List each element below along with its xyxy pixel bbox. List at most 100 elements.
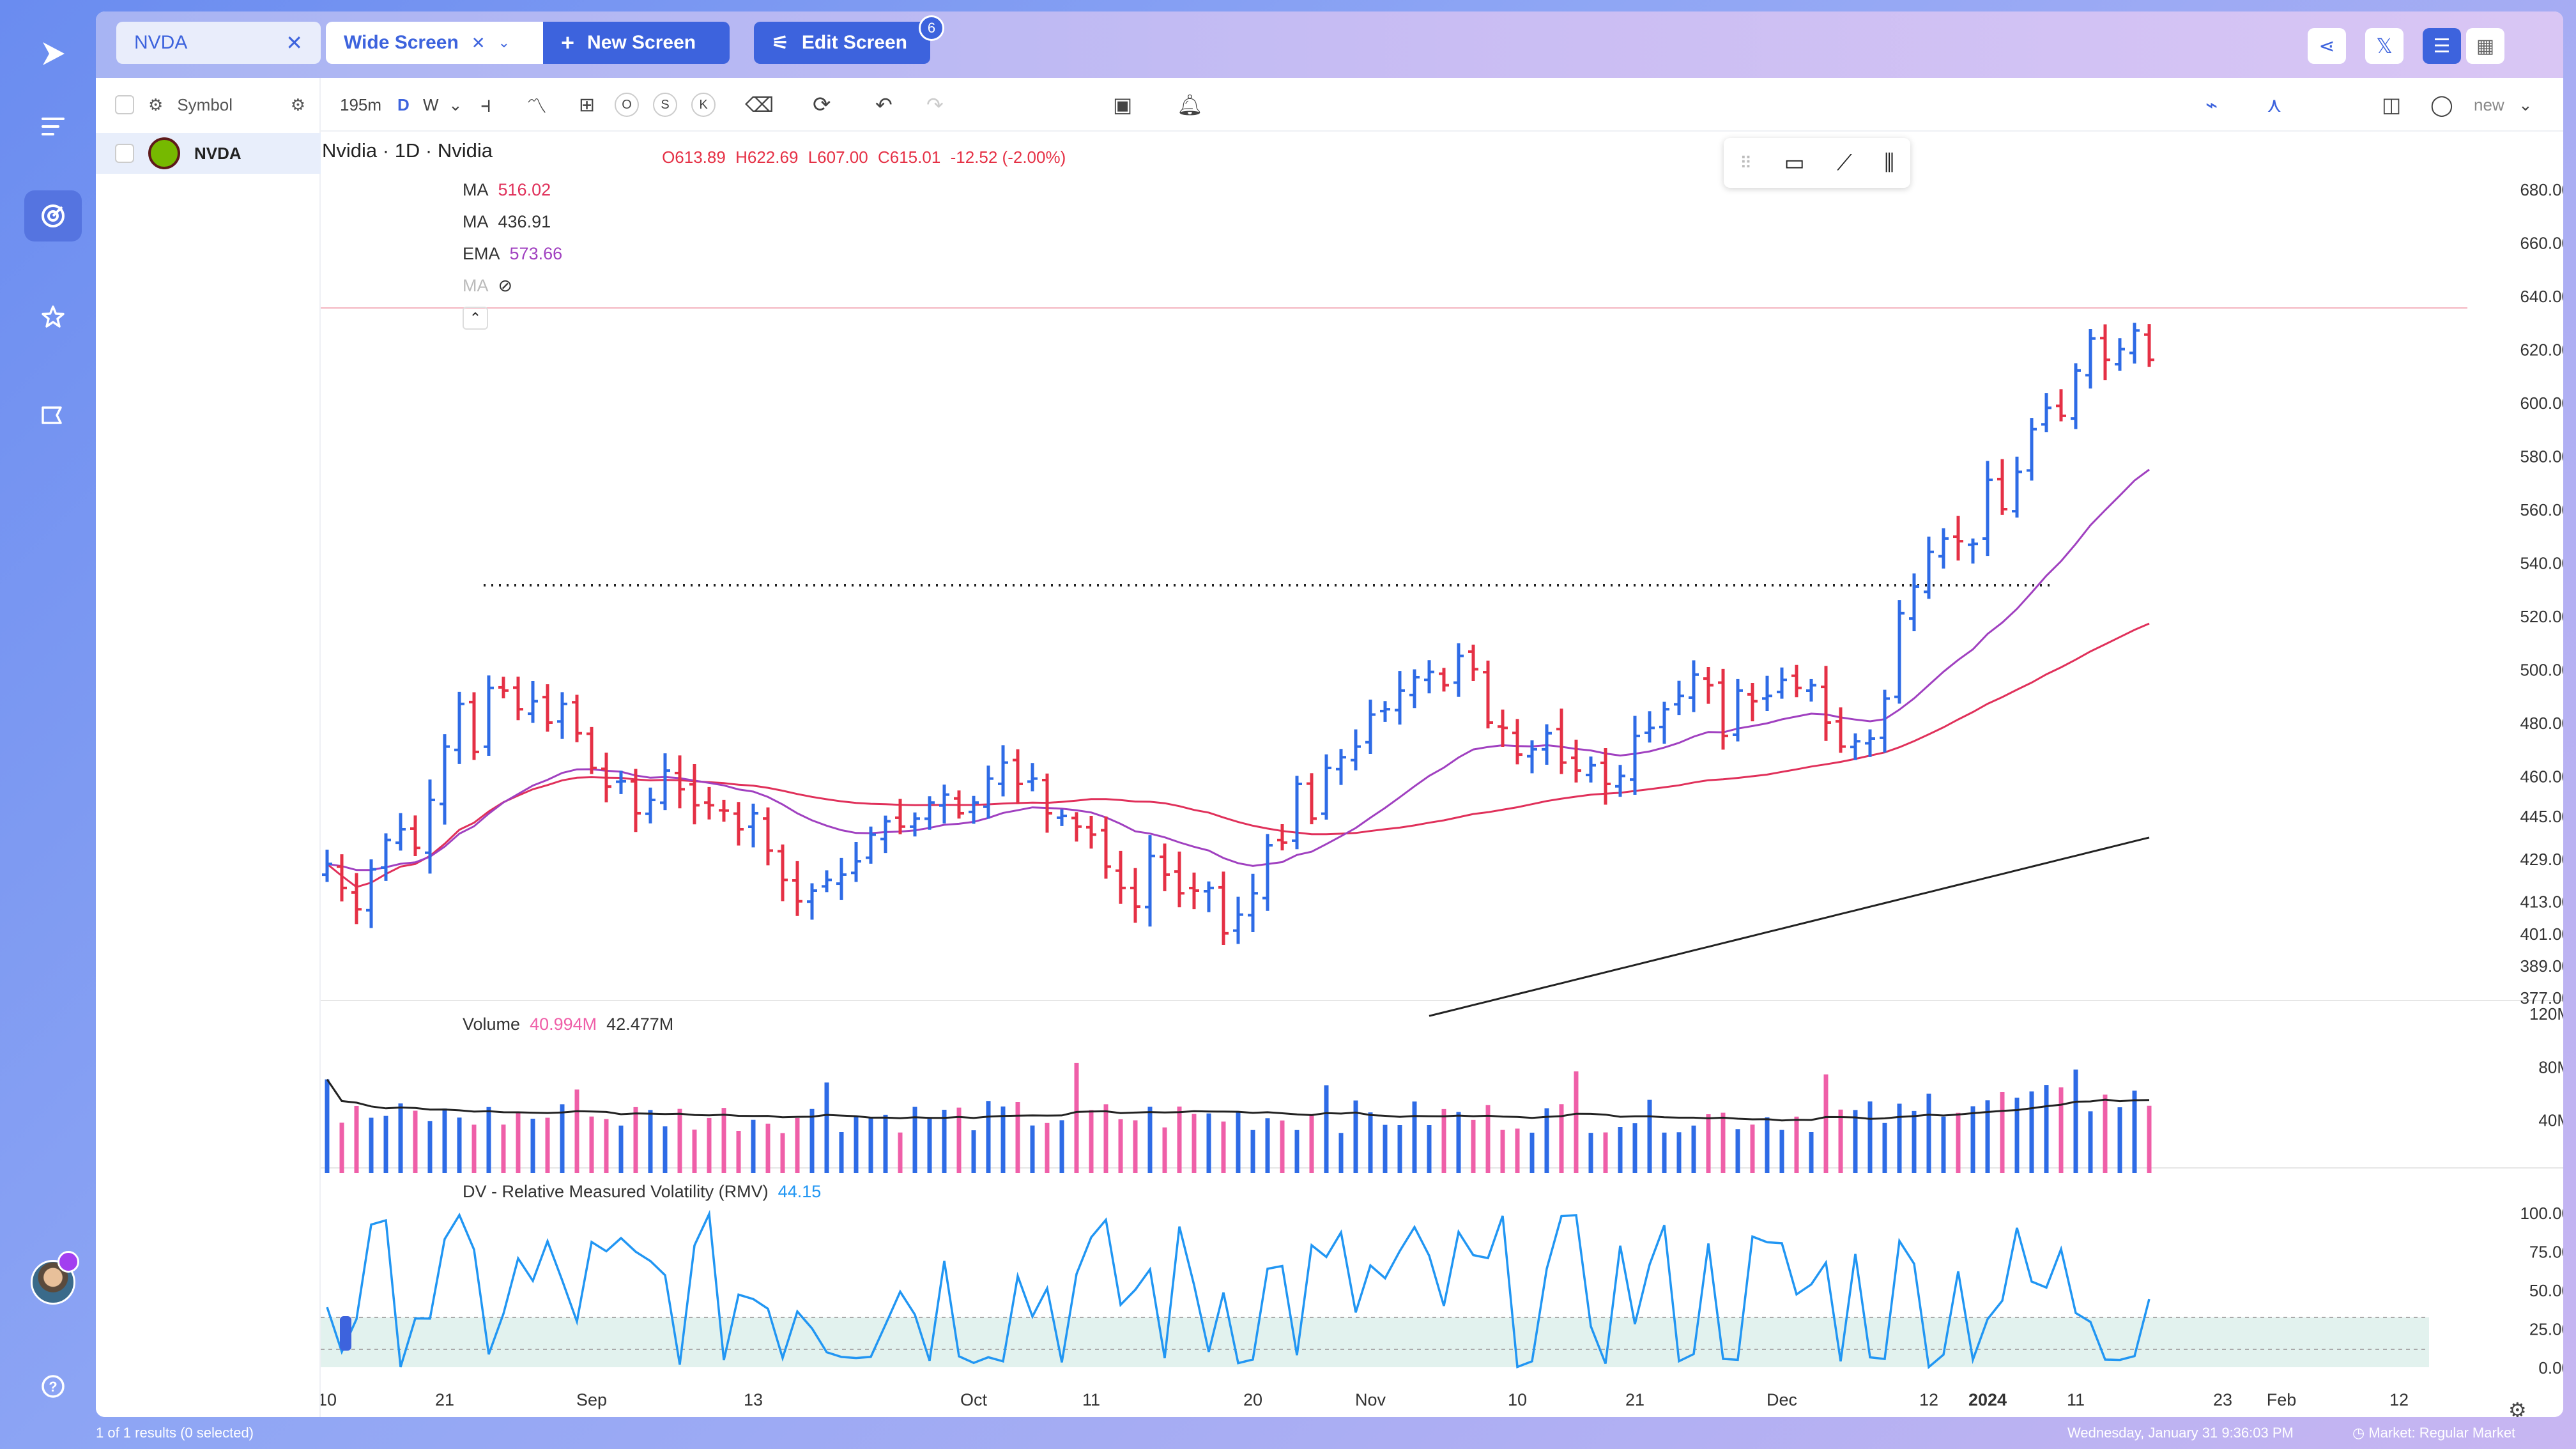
radar-icon[interactable] [24, 190, 82, 241]
date-tick-label: Oct [960, 1390, 988, 1409]
price-tick-label: 401.00 [2520, 924, 2563, 944]
collapse-legend-button[interactable]: ⌃ [463, 307, 488, 330]
price-tick-label: 620.00 [2520, 340, 2563, 359]
o-toggle[interactable]: O [615, 93, 639, 117]
symbol-row[interactable]: NVDA [96, 133, 321, 174]
market-status: ◷ Market: Regular Market [2352, 1425, 2516, 1441]
volume-tick-label: 80M [2538, 1057, 2563, 1077]
drag-handle-icon[interactable]: ⠿ [1740, 153, 1752, 172]
settings-icon[interactable]: ⚙ [290, 95, 305, 114]
chart-toolbar: 195m D W ⌄ ⫞ 〽 ⊞ O S K ⌫ ⟳ ↶ ↷ ▣ 🔔︎ ⌁ ⋏ … [321, 78, 2563, 132]
chevron-down-icon[interactable]: ⌄ [498, 34, 510, 50]
symbol-ticker: NVDA [194, 143, 241, 163]
price-tick-label: 660.00 [2520, 233, 2563, 252]
refresh-icon[interactable]: ⟳ [813, 93, 831, 117]
chart-background [321, 132, 2563, 1417]
date-tick-label: Sep [576, 1390, 607, 1409]
comment-icon[interactable]: ▭ [1784, 151, 1805, 175]
ma-legend[interactable]: MA 516.02 [463, 180, 551, 199]
price-tick-label: 413.00 [2520, 893, 2563, 912]
x-social-icon[interactable]: 𝕏 [2365, 28, 2404, 64]
gear-icon[interactable]: ⚙ [148, 95, 164, 114]
expand-panel-handle[interactable] [340, 1316, 351, 1351]
menu-icon[interactable] [24, 101, 82, 152]
row-checkbox[interactable] [115, 144, 134, 163]
price-tick-label: 600.00 [2520, 394, 2563, 413]
date-tick-label: Dec [1767, 1390, 1797, 1409]
date-tick-label: 20 [1243, 1390, 1262, 1409]
date-tick-label: 11 [2067, 1390, 2085, 1409]
price-chart[interactable]: 680.00 660.00 640.00 620.00 600.00 580.00 560.… [321, 132, 2563, 1417]
ma-long-line [1429, 836, 2150, 1017]
chart-style-icon[interactable]: ⌁ [2205, 93, 2218, 116]
bell-icon[interactable]: 🔔︎ [1177, 93, 1203, 116]
weekly-button[interactable]: W [423, 95, 439, 114]
layout-grid-icon[interactable]: ⊞ [579, 94, 595, 116]
ohlc-legend: O613.89 H622.69 L607.00 C615.01 -12.52 (… [662, 148, 1066, 167]
price-tick-label: 680.00 [2520, 180, 2563, 199]
date-tick-label: 2024 [1968, 1390, 2007, 1409]
eye-off-icon[interactable]: ⊘ [498, 276, 513, 295]
edit-screen-button[interactable]: ⚟ Edit Screen [754, 22, 930, 64]
chevron-down-icon[interactable]: ⌄ [2518, 95, 2533, 114]
ema-legend[interactable]: EMA 573.66 [463, 244, 563, 263]
price-tick-label: 520.00 [2520, 607, 2563, 626]
screen-tab[interactable]: Wide Screen ✕ ⌄ [326, 22, 543, 64]
clock: Wednesday, January 31 9:36:03 PM [2067, 1425, 2294, 1441]
grid-view-icon[interactable]: ▦ [2466, 28, 2504, 64]
list-view-icon[interactable]: ☰ [2423, 28, 2461, 64]
symbol-list-header: ⚙ Symbol ⚙ [96, 78, 321, 132]
ma-hidden-legend[interactable]: MA ⊘ [463, 276, 513, 295]
share-icon[interactable]: ⋖ [2308, 28, 2346, 64]
logo-icon[interactable] [24, 28, 82, 79]
close-icon[interactable]: ✕ [471, 33, 486, 52]
drawing-toolbar: ⠿ ▭ ⟋ ⫼ [1724, 138, 1910, 188]
volume-legend: Volume 40.994M 42.477M [463, 1015, 674, 1034]
ohlc-high: 622.69 [747, 148, 799, 167]
symbol-tab[interactable]: NVDA ✕ [116, 22, 321, 64]
star-icon[interactable] [24, 291, 82, 342]
k-toggle[interactable]: K [691, 93, 716, 117]
results-count: 1 of 1 results (0 selected) [96, 1425, 254, 1441]
compare-icon[interactable]: ⋏ [2267, 93, 2282, 116]
undo-icon[interactable]: ↶ [875, 93, 893, 116]
candle-tool-icon[interactable]: ⫼ [1884, 150, 1894, 175]
help-icon[interactable]: ? [24, 1361, 82, 1412]
volume-tick-label: 40M [2538, 1111, 2563, 1130]
symbol-column-header[interactable]: Symbol [177, 95, 233, 114]
eraser-icon[interactable]: ⌫ [745, 93, 774, 116]
chart-settings-icon[interactable]: ⚙ [2508, 1399, 2527, 1417]
redo-icon[interactable]: ↷ [926, 93, 944, 116]
daily-button[interactable]: D [397, 95, 410, 114]
ma-legend[interactable]: MA 436.91 [463, 212, 551, 231]
select-all-checkbox[interactable] [115, 95, 134, 114]
rmv-tick-label: 0.00 [2538, 1358, 2563, 1377]
tab-bar: NVDA ✕ Wide Screen ✕ ⌄ + New Screen ⚟ Ed… [96, 12, 2563, 78]
sliders-icon: ⚟ [772, 32, 789, 54]
price-tick-label: 580.00 [2520, 447, 2563, 466]
chevron-down-icon[interactable]: ⌄ [448, 95, 463, 114]
close-icon[interactable]: ✕ [286, 31, 303, 54]
rmv-tick-label: 25.00 [2529, 1320, 2563, 1339]
calendar-icon[interactable]: ▣ [1113, 93, 1133, 116]
volume-tick-label: 120M [2529, 1004, 2563, 1023]
indicators-icon[interactable]: 〽 [526, 95, 548, 118]
premium-badge-icon [57, 1251, 79, 1273]
layout-name-select[interactable]: new [2474, 95, 2504, 114]
symbol-list-panel: ⚙ Symbol ⚙ NVDA [96, 78, 321, 1417]
date-tick-label: 21 [435, 1390, 454, 1409]
template-icon[interactable]: ◯ [2430, 93, 2453, 116]
price-tick-label: 389.00 [2520, 956, 2563, 976]
interval-select[interactable]: 195m [340, 95, 382, 114]
bar-type-icon[interactable]: ⫞ [480, 92, 491, 117]
trendline-icon[interactable]: ⟋ [1837, 150, 1852, 175]
rmv-tick-label: 75.00 [2529, 1243, 2563, 1262]
price-tick-label: 445.00 [2520, 807, 2563, 826]
alerts-icon[interactable] [24, 390, 82, 441]
s-toggle[interactable]: S [653, 93, 677, 117]
volume-average-line [326, 1078, 2150, 1122]
date-tick-label: 21 [1625, 1390, 1644, 1409]
date-tick-label: 10 [321, 1390, 337, 1409]
new-screen-button[interactable]: + New Screen [543, 22, 730, 64]
panels-icon[interactable]: ◫ [2382, 93, 2402, 116]
